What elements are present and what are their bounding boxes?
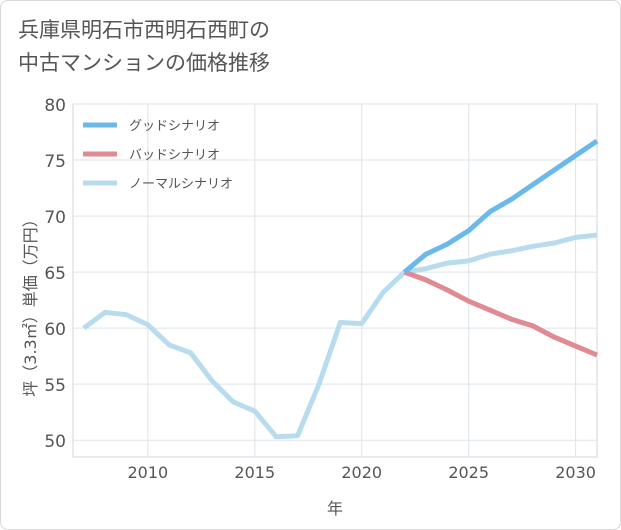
legend-label-1: バッドシナリオ xyxy=(129,148,220,163)
x-tick-label-2015: 2015 xyxy=(234,463,275,482)
x-tick-label-2010: 2010 xyxy=(127,463,168,482)
y-axis-label: 坪（3.3㎡）単価（万円） xyxy=(21,211,40,396)
series-lines xyxy=(82,138,599,440)
y-tick-label-75: 75 xyxy=(44,152,66,172)
y-tick-label-55: 55 xyxy=(44,376,66,396)
x-tick-labels: 2010 2015 2020 2025 2030 xyxy=(127,463,595,482)
chart-title-line-1: 兵庫県明石市西明石西町の xyxy=(18,18,270,42)
legend-label-2: ノーマルシナリオ xyxy=(129,177,233,192)
series-line-0 xyxy=(402,138,599,275)
y-tick-label-65: 65 xyxy=(44,264,66,284)
grid-lines xyxy=(73,103,597,457)
plot-area xyxy=(72,103,598,458)
x-tick-label-2020: 2020 xyxy=(341,463,382,482)
y-tick-labels: 50 55 60 65 70 75 80 xyxy=(44,96,66,452)
x-tick-label-2030: 2030 xyxy=(555,463,596,482)
chart-title: 兵庫県明石市西明石西町の 中古マンションの価格推移 xyxy=(18,14,270,80)
y-tick-label-70: 70 xyxy=(44,208,66,228)
y-tick-label-50: 50 xyxy=(44,432,66,452)
y-tick-label-60: 60 xyxy=(44,320,66,340)
legend-label-0: グッドシナリオ xyxy=(129,119,220,134)
x-tick-label-2025: 2025 xyxy=(448,463,489,482)
x-axis-label: 年 xyxy=(327,499,343,518)
series-line-2 xyxy=(82,232,598,440)
chart-title-line-2: 中古マンションの価格推移 xyxy=(18,51,270,75)
series-line-1 xyxy=(403,269,598,358)
y-tick-label-80: 80 xyxy=(44,96,66,116)
